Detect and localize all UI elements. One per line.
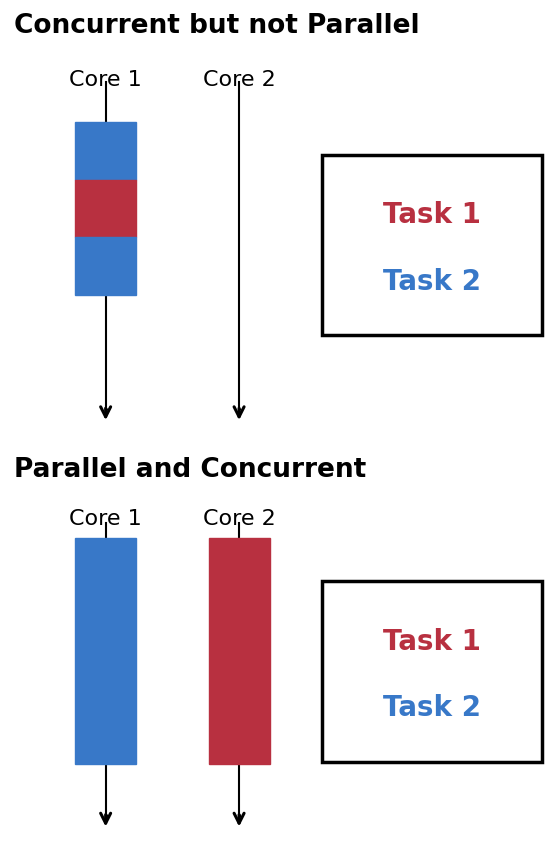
Text: Task 1: Task 1 [383,201,481,229]
Text: Core 2: Core 2 [203,70,275,90]
Text: Core 1: Core 1 [70,509,142,529]
Bar [75,123,136,181]
Bar [75,238,136,296]
Bar [208,538,270,764]
Text: Parallel and Concurrent: Parallel and Concurrent [14,456,366,482]
Text: Task 2: Task 2 [383,268,481,296]
Bar [322,155,542,336]
Text: Task 1: Task 1 [383,627,481,655]
Bar [75,538,136,764]
Text: Concurrent but not Parallel: Concurrent but not Parallel [14,13,420,38]
Bar [75,181,136,238]
Bar [322,581,542,762]
Text: Core 1: Core 1 [70,70,142,90]
Text: Core 2: Core 2 [203,509,275,529]
Text: Task 2: Task 2 [383,694,481,722]
